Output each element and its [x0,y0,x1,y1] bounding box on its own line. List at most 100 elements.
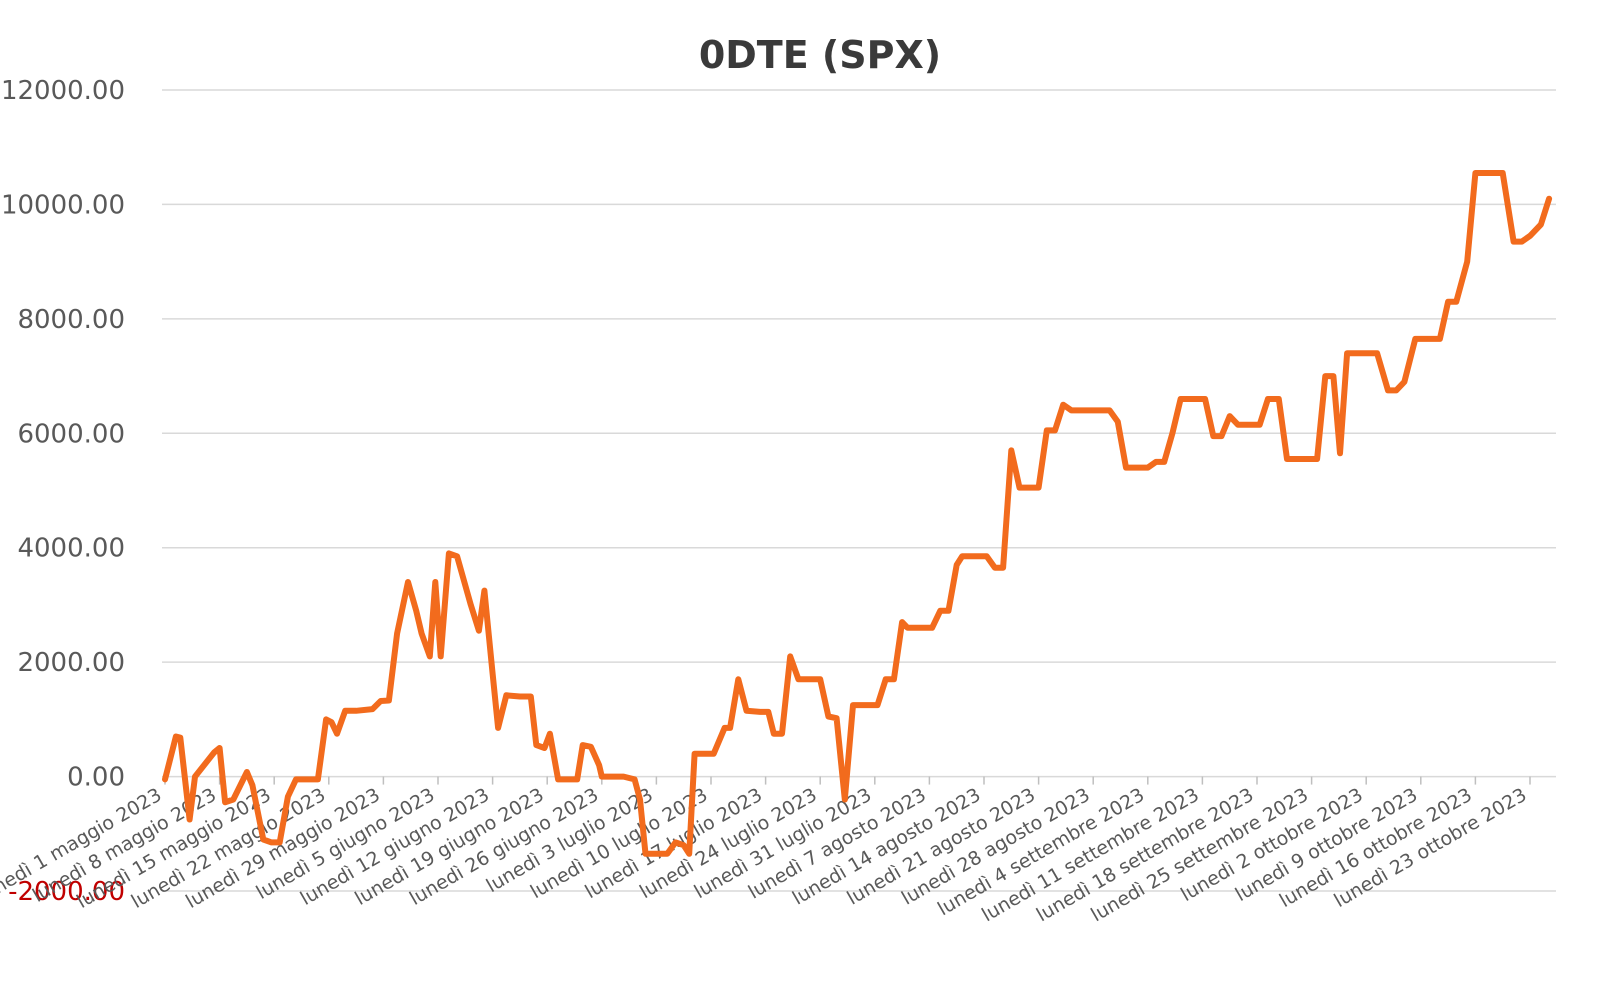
data-point [420,632,424,635]
data-point [231,798,235,801]
data-point [286,795,290,799]
data-point [330,720,333,724]
data-point [469,603,473,607]
data-point [570,777,574,781]
data-point [1108,408,1112,412]
data-point [387,699,391,702]
data-point [1026,486,1030,490]
data-point [1116,420,1120,424]
data-point [682,843,686,847]
data-point [693,752,697,756]
data-point [712,752,716,756]
data-point [212,751,216,754]
data-point [1162,460,1166,464]
data-point [543,746,546,750]
data-point [174,735,178,738]
data-point [665,852,669,856]
data-point [947,609,950,613]
data-point [1402,380,1406,384]
data-point [447,551,451,555]
data-point [414,609,418,613]
data-point [974,554,978,558]
data-point [728,726,732,730]
data-point [1375,351,1379,355]
data-point [906,626,910,630]
data-point [638,798,642,801]
y-tick-label: 10000.00 [1,190,125,220]
data-point [371,707,374,711]
data-point [1247,423,1251,427]
data-point [955,563,959,567]
data-point [1211,434,1215,438]
data-point [1345,351,1349,355]
data-point [379,699,383,703]
data-point [1138,466,1142,470]
data-point [1220,434,1223,438]
data-point [1179,397,1183,401]
data-point [504,693,508,697]
data-point [796,677,800,681]
data-point [1203,397,1207,401]
data-point [324,717,328,721]
data-point [805,677,809,681]
data-point [245,770,249,774]
data-point [529,695,533,698]
data-point [477,629,481,633]
data-point [218,746,222,750]
data-point [1301,457,1305,461]
data-point [1501,171,1505,175]
data-point [633,777,637,781]
data-point [1037,486,1041,490]
data-point [1323,374,1327,378]
data-point [163,777,167,781]
data-point [1266,397,1270,401]
data-point [354,709,358,713]
data-point [876,703,879,707]
data-point [1359,351,1363,355]
data-point [674,840,677,844]
data-point [1512,240,1516,244]
data-point [930,626,934,630]
data-point [1228,414,1232,418]
data-point [1413,337,1417,341]
data-point [1069,408,1073,412]
data-point [1465,260,1469,264]
data-point [548,732,552,736]
data-point [736,677,740,681]
data-point [985,554,989,558]
data-point [491,672,495,676]
grid-lines [162,89,1556,892]
data-point [704,752,707,756]
data-point [395,632,399,635]
data-point [644,852,647,856]
data-point [343,709,347,713]
data-point [654,852,658,856]
data-point [223,800,227,804]
data-point [1446,300,1450,304]
data-point [193,775,197,779]
data-point [843,798,847,801]
data-point [556,777,560,781]
data-point [1454,300,1458,304]
data-point [862,703,866,707]
data-point [600,775,604,779]
data-point [687,852,691,856]
data-point [960,554,964,558]
data-point [1484,171,1488,175]
data-point [406,580,410,584]
data-point [188,818,192,821]
data-point [1001,566,1005,570]
data-point [575,777,579,781]
data-point [581,743,585,747]
data-point [1338,451,1342,455]
data-point [758,710,762,714]
data-point [428,654,432,658]
data-point [597,763,601,767]
data-point [335,732,339,736]
data-point [1394,388,1398,392]
data-point [482,589,486,593]
data-point [993,566,997,570]
data-point [780,732,784,736]
data-point [900,620,904,624]
